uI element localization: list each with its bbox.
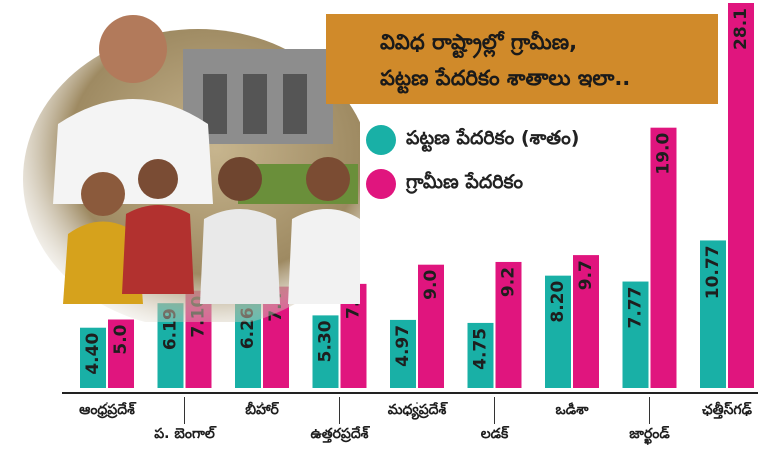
data-label-rural-6: 9.7 [576,260,596,290]
bar-urban-4 [390,319,416,388]
legend-item-rural: గ్రామీణ పేదరికం [366,162,579,206]
data-label-urban-0: 4.40 [83,333,103,375]
bar-urban-5 [467,322,494,388]
category-label-1: ప. బెంగాల్ [154,425,217,442]
photo-collage-icon [23,15,373,329]
legend-label-rural: గ్రామీణ పేదరికం [406,170,524,193]
category-label-2: బీహార్ [245,401,279,418]
category-label-4: మధ్యప్రదేశ్ [388,401,449,420]
data-label-rural-0: 5.0 [111,324,131,354]
data-label-urban-7: 7.77 [626,287,646,329]
legend-swatch-urban [366,125,396,155]
data-label-urban-6: 8.20 [548,280,568,322]
bar-rural-4 [418,264,444,388]
legend-label-urban: పట్టణ పేదరికం (శాతం) [406,126,580,149]
legend-swatch-rural [366,169,396,199]
data-label-rural-4: 9.0 [421,270,441,300]
category-label-7: జార్ఖండ్ [629,425,670,445]
title-line-2: పట్టణ పేదరికం శాతాలు ఇలా.. [380,66,631,90]
category-label-5: లడక్ [481,425,510,442]
data-label-rural-7: 19.0 [654,133,674,175]
bar-urban-3 [312,315,339,388]
data-label-urban-8: 10.77 [703,245,723,299]
title-box: వివిధ రాష్ట్రాల్లో గ్రామీణ, పట్టణ పేదరిక… [326,14,718,104]
photo-collage [8,4,373,329]
bar-urban-7 [622,281,649,388]
bar-urban-6 [545,275,571,388]
legend-item-urban: పట్టణ పేదరికం (శాతం) [366,118,579,162]
data-label-rural-5: 9.2 [499,267,519,297]
legend: పట్టణ పేదరికం (శాతం) గ్రామీణ పేదరికం [366,118,579,206]
data-label-rural-8: 28.1 [731,8,751,50]
data-label-urban-3: 5.30 [316,320,336,362]
bar-rural-5 [495,261,522,388]
bar-rural-6 [573,255,599,388]
bar-rural-0 [108,319,134,388]
category-label-3: ఉత్తరప్రదేశ్ [311,425,371,443]
bar-urban-8 [700,240,726,388]
category-label-6: ఒడిశా [556,402,590,418]
data-label-urban-5: 4.75 [471,328,491,370]
bar-urban-0 [80,327,106,388]
category-label-0: ఆంధ్రప్రదేశ్ [79,401,137,419]
data-label-urban-4: 4.97 [393,325,413,367]
bar-rural-8 [728,3,754,388]
category-label-8: ఛత్తీస్‌గఢ్ [702,401,753,419]
title-line-1: వివిధ రాష్ట్రాల్లో గ్రామీణ, [380,30,578,54]
bar-rural-7 [650,127,677,388]
